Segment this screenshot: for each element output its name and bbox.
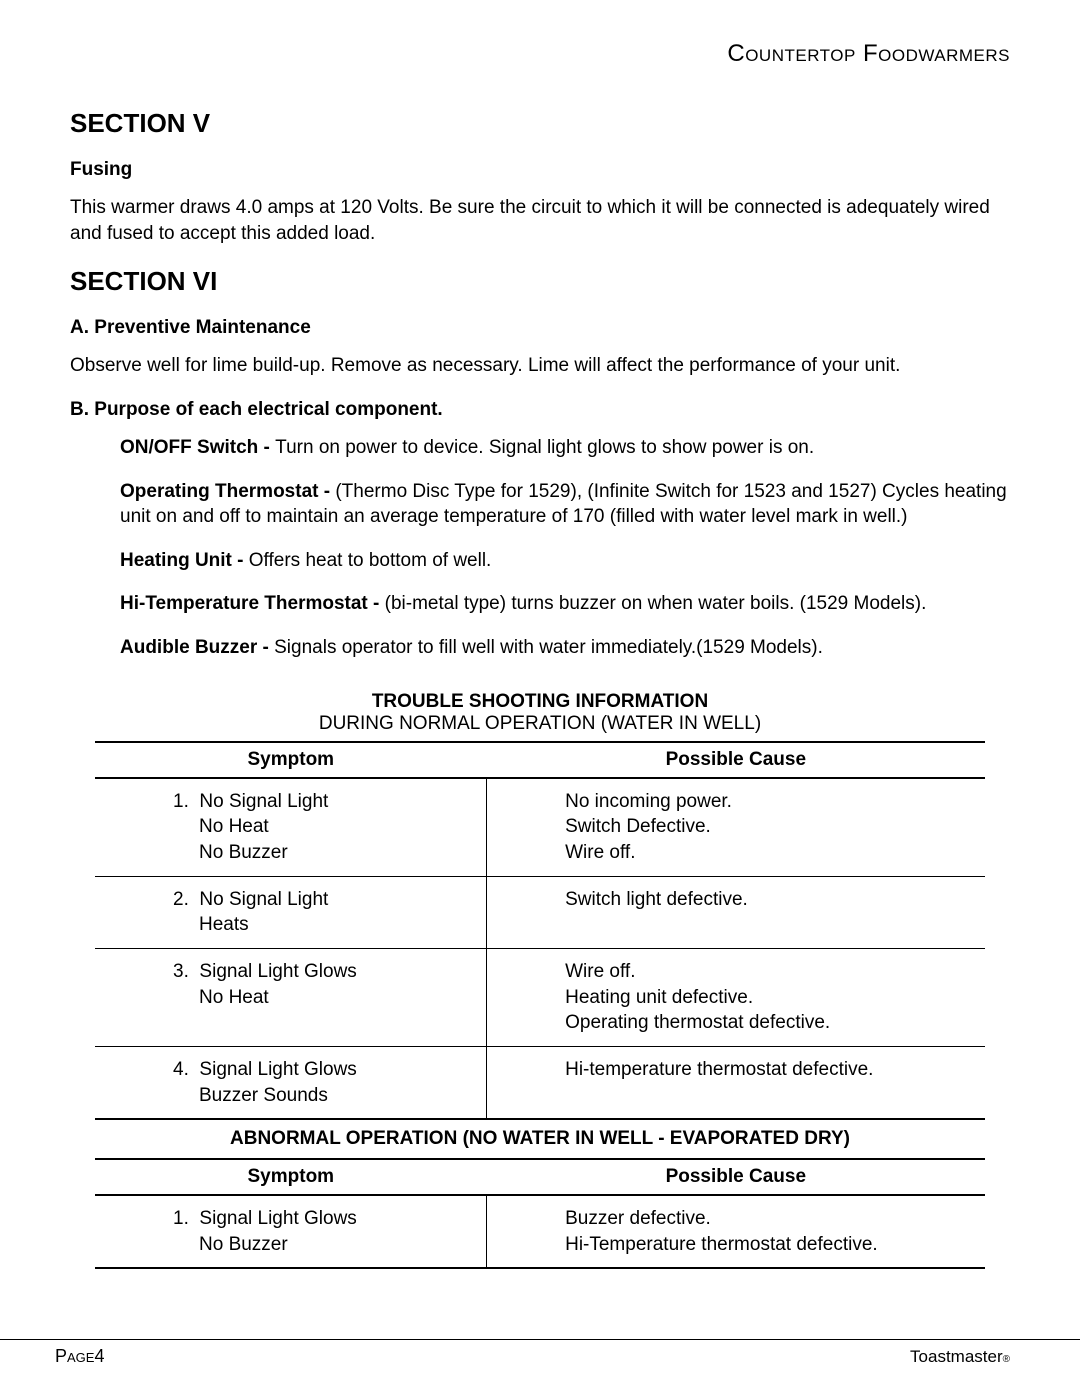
abnormal-banner-row: ABNORMAL OPERATION (NO WATER IN WELL - E… (95, 1119, 985, 1160)
symptom-cell: 1. No Signal Light No Heat No Buzzer (95, 778, 487, 876)
footer-brand: Toastmaster® (910, 1347, 1010, 1367)
purpose-heading: B. Purpose of each electrical component. (70, 399, 1010, 421)
document-page: Countertop Foodwarmers SECTION V Fusing … (0, 0, 1080, 1397)
symptom-line: No Signal Light (199, 889, 328, 910)
symptom-line: No Signal Light (199, 791, 328, 812)
table-row: 1. No Signal Light No Heat No Buzzer No … (95, 778, 985, 876)
table-row: 3. Signal Light Glows No Heat Wire off. … (95, 948, 985, 1046)
component-audible-buzzer: Audible Buzzer - Signals operator to fil… (120, 635, 1010, 661)
preventive-heading: A. Preventive Maintenance (70, 317, 1010, 339)
section-v-title: SECTION V (70, 108, 1010, 139)
symptom-cell: 1. Signal Light Glows No Buzzer (95, 1195, 487, 1268)
col-symptom-header: Symptom (95, 742, 487, 778)
footer-page-label: Page4 (55, 1346, 104, 1367)
table-row: 2. No Signal Light Heats Switch light de… (95, 876, 985, 948)
cause-cell: Buzzer defective. Hi-Temperature thermos… (487, 1195, 985, 1268)
cause-line: Wire off. (495, 959, 977, 985)
cause-line: Switch Defective. (495, 814, 977, 840)
cause-line: Heating unit defective. (495, 985, 977, 1011)
cause-cell: Hi-temperature thermostat defective. (487, 1046, 985, 1119)
col-cause-header: Possible Cause (487, 742, 985, 778)
cause-line: Buzzer defective. (495, 1206, 977, 1232)
component-name: Hi-Temperature Thermostat - (120, 593, 385, 614)
cause-cell: Switch light defective. (487, 876, 985, 948)
table-header-row: Symptom Possible Cause (95, 1160, 985, 1195)
symptom-line: Heats (103, 912, 478, 938)
troubleshoot-table-normal: Symptom Possible Cause 1. No Signal Ligh… (95, 741, 985, 1270)
component-heating-unit: Heating Unit - Offers heat to bottom of … (120, 548, 1010, 574)
row-number: 1. (173, 791, 189, 812)
page-number: 4 (94, 1346, 104, 1366)
component-name: Heating Unit - (120, 550, 249, 571)
section-vi-title: SECTION VI (70, 266, 1010, 297)
symptom-cell: 4. Signal Light Glows Buzzer Sounds (95, 1046, 487, 1119)
cause-line: Operating thermostat defective. (495, 1010, 977, 1036)
col-symptom-header: Symptom (95, 1160, 487, 1195)
registered-mark: ® (1003, 1354, 1010, 1365)
cause-line: Hi-temperature thermostat defective. (495, 1057, 977, 1083)
component-text: Turn on power to device. Signal light gl… (275, 437, 814, 458)
table-header-row: Symptom Possible Cause (95, 742, 985, 778)
document-header: Countertop Foodwarmers (70, 40, 1010, 68)
component-text: Signals operator to fill well with water… (274, 637, 823, 658)
symptom-line: Signal Light Glows (199, 961, 356, 982)
symptom-line: No Heat (103, 814, 478, 840)
preventive-text: Observe well for lime build-up. Remove a… (70, 353, 1010, 379)
symptom-line: Signal Light Glows (199, 1059, 356, 1080)
component-operating-thermostat: Operating Thermostat - (Thermo Disc Type… (120, 479, 1010, 530)
troubleshoot-title: TROUBLE SHOOTING INFORMATION (70, 691, 1010, 713)
cause-cell: No incoming power. Switch Defective. Wir… (487, 778, 985, 876)
symptom-line: No Buzzer (103, 1232, 478, 1258)
symptom-line: Signal Light Glows (199, 1208, 356, 1229)
component-name: Audible Buzzer - (120, 637, 274, 658)
abnormal-banner: ABNORMAL OPERATION (NO WATER IN WELL - E… (95, 1120, 985, 1160)
fusing-text: This warmer draws 4.0 amps at 120 Volts.… (70, 195, 1010, 246)
brand-name: Toastmaster (910, 1347, 1003, 1366)
cause-cell: Wire off. Heating unit defective. Operat… (487, 948, 985, 1046)
symptom-line: No Buzzer (103, 840, 478, 866)
page-footer: Page4 Toastmaster® (0, 1339, 1080, 1367)
cause-line: No incoming power. (495, 789, 977, 815)
row-number: 2. (173, 889, 189, 910)
symptom-cell: 2. No Signal Light Heats (95, 876, 487, 948)
fusing-heading: Fusing (70, 159, 1010, 181)
component-hi-temp-thermostat: Hi-Temperature Thermostat - (bi-metal ty… (120, 591, 1010, 617)
col-cause-header: Possible Cause (487, 1160, 985, 1195)
row-number: 1. (173, 1208, 189, 1229)
component-text: Offers heat to bottom of well. (249, 550, 492, 571)
component-text: (bi-metal type) turns buzzer on when wat… (385, 593, 927, 614)
component-onoff: ON/OFF Switch - Turn on power to device.… (120, 435, 1010, 461)
symptom-line: Buzzer Sounds (103, 1083, 478, 1109)
cause-line: Hi-Temperature thermostat defective. (495, 1232, 977, 1258)
component-name: Operating Thermostat - (120, 481, 335, 502)
row-number: 4. (173, 1059, 189, 1080)
table-row: 1. Signal Light Glows No Buzzer Buzzer d… (95, 1195, 985, 1268)
troubleshoot-subtitle: DURING NORMAL OPERATION (WATER IN WELL) (70, 713, 1010, 735)
cause-line: Wire off. (495, 840, 977, 866)
component-name: ON/OFF Switch - (120, 437, 275, 458)
symptom-cell: 3. Signal Light Glows No Heat (95, 948, 487, 1046)
page-label: Page (55, 1346, 94, 1366)
cause-line: Switch light defective. (495, 887, 977, 913)
row-number: 3. (173, 961, 189, 982)
symptom-line: No Heat (103, 985, 478, 1011)
table-row: 4. Signal Light Glows Buzzer Sounds Hi-t… (95, 1046, 985, 1119)
